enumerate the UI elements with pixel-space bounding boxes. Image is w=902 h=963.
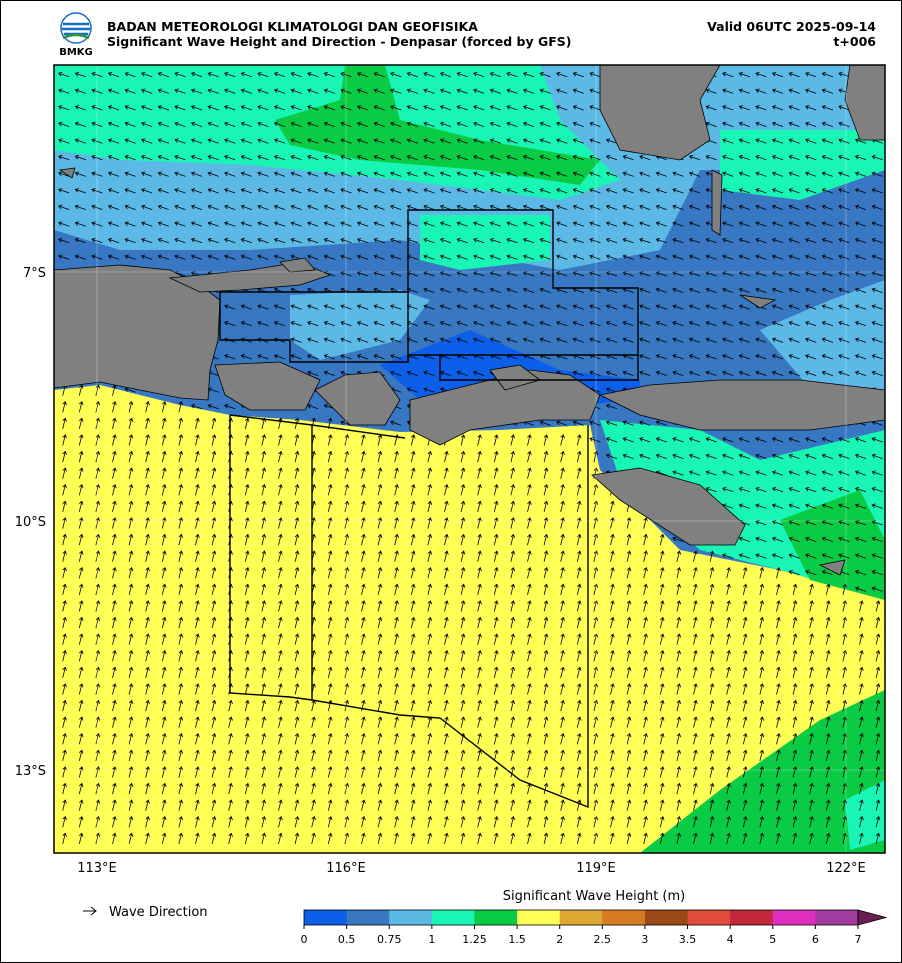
colorbar-tick-label: 2.5 [594,933,612,946]
colorbar-tick-label: 1.25 [462,933,487,946]
graticule [54,65,885,853]
colorbar-segment [730,910,774,925]
colorbar-segment [517,910,561,925]
land [54,65,885,576]
colorbar-title: Significant Wave Height (m) [503,889,685,904]
colorbar-tick-label: 3 [641,933,648,946]
lat-label: 10°S [15,515,46,530]
logo: BMKG [59,12,93,58]
colorbar-segment [559,910,603,925]
colorbar-segment [431,910,475,925]
legend-arrow [83,906,97,916]
colorbar-segment [389,910,433,925]
sea-field [420,215,550,270]
lon-label: 119°E [576,861,616,876]
legend-label: Wave Direction [109,905,208,920]
colorbar-tick-label: 1 [428,933,435,946]
colorbar-segment [687,910,731,925]
legend: Wave Direction [83,905,208,920]
map-frame [53,64,886,854]
lead-time: t+006 [833,34,876,49]
colorbar-tick-label: 4 [727,933,734,946]
colorbar-segment [474,910,518,925]
colorbar-tick-label: 0 [301,933,308,946]
lon-label: 122°E [826,861,866,876]
lon-label: 113°E [77,861,117,876]
colorbar-tick-label: 1.5 [508,933,526,946]
lat-label: 7°S [23,266,46,281]
colorbar-tick-label: 0.5 [338,933,356,946]
colorbar-frame [303,909,859,926]
colorbar-segment [346,910,390,925]
sea-field [720,130,885,200]
sea-field [290,290,430,360]
colorbar-tick-label: 6 [812,933,819,946]
colorbar-segment [602,910,646,925]
lat-label: 13°S [15,764,46,779]
colorbar-tick-label: 7 [855,933,862,946]
colorbar-tick-label: 5 [769,933,776,946]
sea-field [275,65,600,185]
boundary [219,209,639,809]
colorbar-tick-label: 0.75 [377,933,402,946]
colorbar: 0 0.5 0.75 1 1.25 1.5 2 2.5 3 3.5 4 5 6 7 [301,909,888,946]
colorbar-segment [815,910,859,925]
colorbar-segment [304,910,348,925]
colorbar-segment [772,910,816,925]
colorbar-segment [644,910,689,925]
colorbar-tick-label: 3.5 [679,933,697,946]
map [54,65,885,853]
lon-label: 116°E [326,861,366,876]
sea-field [845,780,885,850]
logo-text: BMKG [59,47,93,58]
agency: BADAN METEOROLOGI KLIMATOLOGI DAN GEOFIS… [107,19,478,34]
sea-field [640,690,885,853]
valid-time: Valid 06UTC 2025-09-14 [707,19,876,34]
title: Significant Wave Height and Direction - … [107,34,571,49]
colorbar-tick-label: 2 [556,933,563,946]
